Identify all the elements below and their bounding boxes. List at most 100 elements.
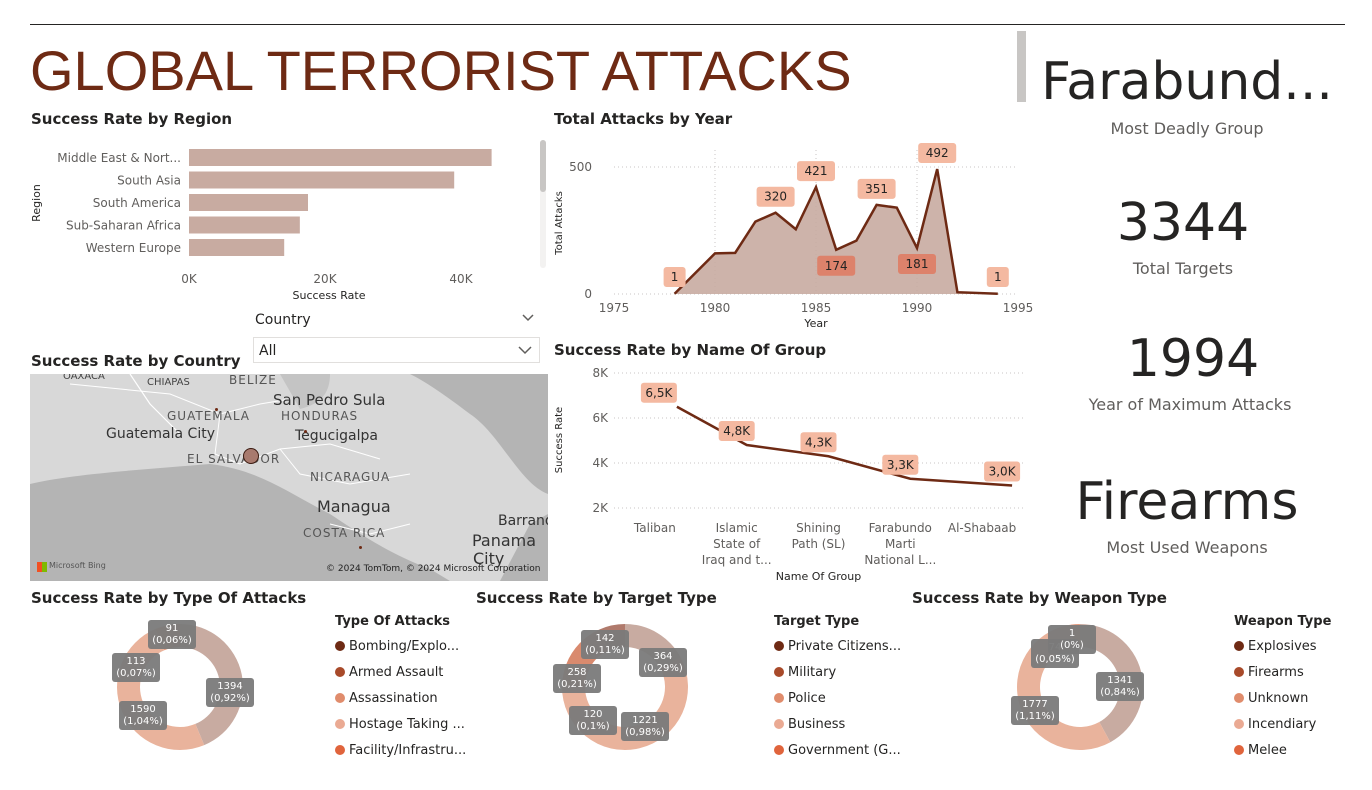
legend-label: Firearms [1248, 664, 1304, 680]
group-category-line: State of [713, 537, 761, 551]
legend-item[interactable]: Firearms [1234, 659, 1331, 685]
map-label-costa-rica: COSTA RICA [303, 526, 386, 540]
attack_type-data-label: 1590 (1,04%) [123, 704, 163, 727]
group-y-tick: 6K [592, 411, 609, 425]
region-bar[interactable] [189, 239, 285, 256]
region-bar[interactable] [189, 149, 492, 166]
legend-label: Explosives [1248, 638, 1317, 654]
legend-label: Armed Assault [349, 664, 444, 680]
target_type-label-bg [639, 648, 687, 677]
map-city-dot [215, 408, 218, 411]
target_type-label-bg [553, 664, 601, 693]
region-bar[interactable] [189, 171, 455, 189]
target_type-data-label-line: 258 [567, 667, 586, 678]
legend-dot-icon [335, 641, 345, 651]
year-x-tick: 1980 [700, 301, 731, 315]
attack_type-slice[interactable] [180, 624, 244, 746]
map-label-guatemala: GUATEMALA [167, 409, 251, 423]
year-chart-title: Total Attacks by Year [554, 110, 733, 128]
attack_type-data-label: 91 (0,06%) [152, 623, 192, 646]
country-map[interactable]: OAXACA CHIAPAS BELIZE San Pedro Sula GUA… [30, 374, 548, 581]
map-label-oaxaca: OAXACA [63, 374, 105, 382]
weapon_type-data-label-line: (0,84%) [1100, 687, 1140, 698]
legend-item[interactable]: Police [774, 685, 901, 711]
legend-item[interactable]: Government (G... [774, 737, 901, 763]
slicer-collapse-icon[interactable] [520, 309, 536, 329]
legend-item[interactable]: Explosives [1234, 633, 1331, 659]
map-city-dot [359, 546, 362, 549]
year-data-label-bg [918, 143, 957, 164]
total-targets-label: Total Targets [1132, 259, 1234, 278]
legend-item[interactable]: Armed Assault [335, 659, 466, 685]
group-category-line: Taliban [633, 521, 676, 535]
target_type-data-label-line: (0,11%) [585, 645, 625, 656]
target_type-data-label: 142 (0,11%) [585, 633, 625, 656]
legend-item[interactable]: Unknown [1234, 685, 1331, 711]
country-slicer-label: Country [255, 312, 311, 328]
slicer-selected-value: All [259, 343, 277, 359]
map-label-city: City [473, 549, 505, 568]
attack-type-donut[interactable]: 1394 (0,92%) 1590 (1,04%) 113 (0,07%) 91 (0,06%… [100, 612, 260, 752]
group-line [676, 405, 1013, 487]
accent-bar [1017, 31, 1026, 102]
group-chart[interactable]: 2K 4K 6K 8K 6,5K 4,8K 4,3K 3,3K 3,0K Taliban Islam… [548, 362, 1038, 584]
group-y-tick: 4K [592, 456, 609, 470]
year-data-label-bg [663, 267, 686, 287]
legend-dot-icon [774, 693, 784, 703]
group-category-label: Farabundo Marti National L... [864, 521, 936, 567]
legend-item[interactable]: Assassination [335, 685, 466, 711]
group-data-label: 4,8K [723, 424, 751, 438]
deadly-group-label: Most Deadly Group [1110, 119, 1264, 138]
weapon-type-donut[interactable]: 1341(0,84%)1777(1,11%)74(0,05%)1(0%) [1000, 612, 1160, 752]
attack_type-data-label: 113 (0,07%) [116, 656, 156, 679]
target_type-data-label-line: (0,1%) [576, 721, 609, 732]
year-y-tick: 0 [584, 287, 592, 301]
weapon_type-data-label-line: 1341 [1107, 675, 1132, 686]
legend-label: Military [788, 664, 837, 680]
attack-type-legend: Type Of Attacks Bombing/Explo... Armed As… [335, 614, 466, 763]
year-y-tick: 500 [569, 160, 592, 174]
attack_type-data-label-line: (1,04%) [123, 716, 163, 727]
legend-label: Business [788, 716, 846, 732]
region-scrollbar-thumb[interactable] [540, 140, 546, 192]
target_type-data-label-line: 120 [583, 709, 602, 720]
map-data-bubble[interactable] [243, 448, 259, 464]
region-bar[interactable] [189, 194, 308, 211]
legend-item[interactable]: Military [774, 659, 901, 685]
attack_type-data-label: 1394 (0,92%) [210, 681, 250, 704]
weapon_type-slice[interactable] [1080, 624, 1143, 743]
legend-label: Private Citizens... [788, 638, 902, 654]
legend-dot-icon [774, 641, 784, 651]
total-targets-value: 3344 [1116, 193, 1250, 253]
attack-type-title: Success Rate by Type Of Attacks [31, 589, 307, 607]
legend-item[interactable]: Bombing/Explo... [335, 633, 466, 659]
region-y-axis-label: Region [30, 184, 43, 222]
legend-item[interactable]: Private Citizens... [774, 633, 901, 659]
map-bing-label: Microsoft Bing [49, 561, 106, 570]
legend-item[interactable]: Melee [1234, 737, 1331, 763]
target-type-legend: Target Type Private Citizens... Military P… [774, 614, 901, 763]
group-category-line: Farabundo [869, 521, 932, 535]
legend-item[interactable]: Hostage Taking ... [335, 711, 466, 737]
region-bar[interactable] [189, 216, 300, 234]
group-category-label: Al-Shabaab [948, 521, 1016, 535]
legend-item[interactable]: Facility/Infrastru... [335, 737, 466, 763]
target_type-data-label-line: (0,21%) [557, 679, 597, 690]
year-x-tick: 1975 [599, 301, 630, 315]
max-year-label: Year of Maximum Attacks [1088, 395, 1292, 414]
map-title: Success Rate by Country [31, 352, 241, 370]
map-label-chiapas: CHIAPAS [147, 377, 190, 388]
weapon-label: Most Used Weapons [1106, 538, 1268, 557]
legend-item[interactable]: Business [774, 711, 901, 737]
group-data-label: 3,0K [989, 465, 1017, 479]
country-slicer-dropdown[interactable]: All [253, 337, 540, 363]
region-chart[interactable]: Middle East & Nort... South Asia South Ame… [30, 135, 550, 305]
legend-dot-icon [335, 745, 345, 755]
target-type-donut[interactable]: 364 (0,29%) 1221 (0,98%) 120 (0,1%) 258 (0,21%)… [545, 612, 705, 752]
map-label-el-salvador: EL SALVADOR [187, 452, 281, 466]
deadly-group-value: Farabund... [1041, 52, 1333, 112]
year-chart[interactable]: 0 500 1975 1980 1985 1990 1995 Year Total Attack… [548, 135, 1038, 335]
legend-item[interactable]: Incendiary [1234, 711, 1331, 737]
top-divider [30, 24, 1345, 25]
year-data-label-bg [857, 178, 896, 199]
